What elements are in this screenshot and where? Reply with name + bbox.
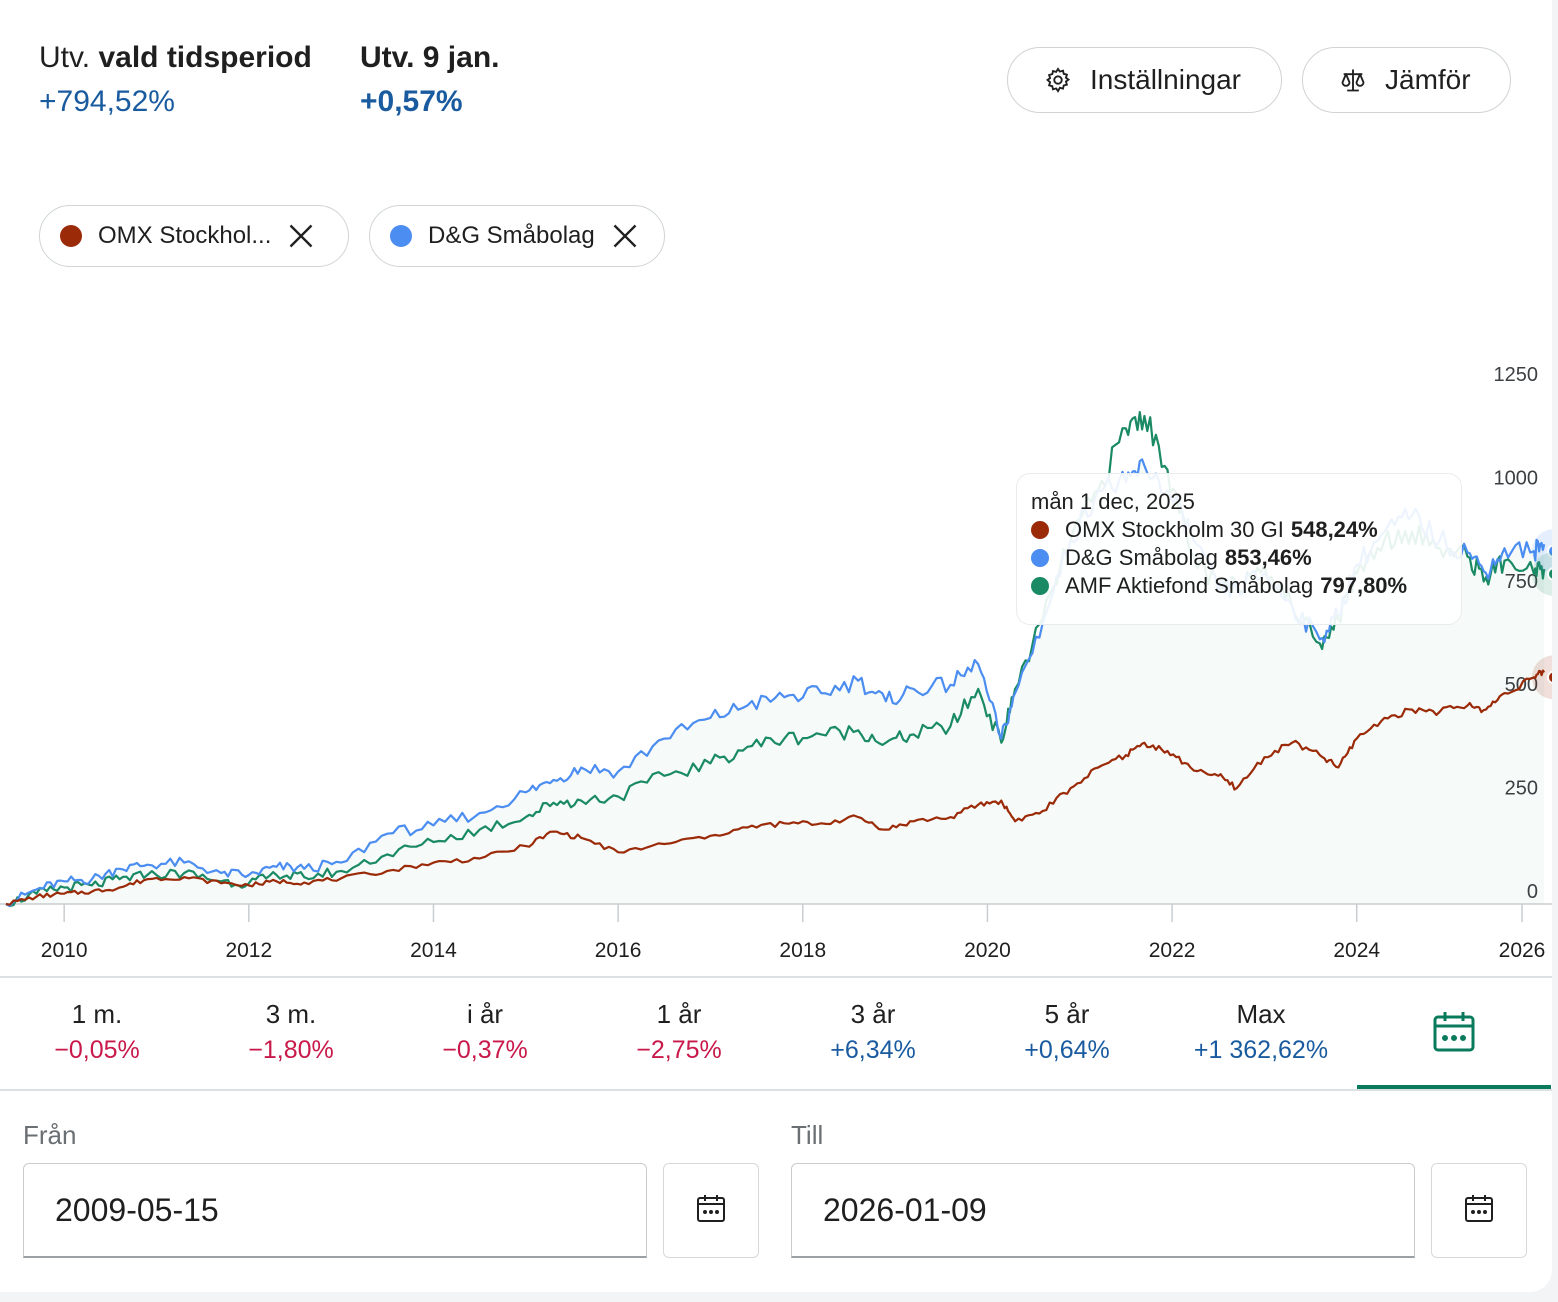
series-end-halo [1532, 552, 1552, 596]
gear-icon [1044, 66, 1072, 94]
chip-dg-smabolag: D&G Småbolag [369, 205, 665, 267]
x-tick-label: 2024 [1333, 939, 1380, 962]
series-end-marker[interactable] [1546, 567, 1552, 581]
x-tick-label: 2014 [410, 939, 457, 962]
y-tick-label: 1000 [1494, 467, 1539, 489]
tooltip-series-name: D&G Småbolag [1065, 545, 1218, 570]
period-1m[interactable]: 1 m. −0,05% [0, 978, 194, 1088]
period-value: +1 362,62% [1193, 1036, 1329, 1064]
day-change-label: Utv. 9 jan. [360, 41, 500, 74]
period-value: −0,05% [54, 1036, 140, 1064]
period-ytd[interactable]: i år −0,37% [388, 978, 582, 1088]
calendar-icon [695, 1192, 727, 1229]
day-change-stat: Utv. 9 jan. +0,57% [360, 40, 499, 120]
tooltip-row-omx: OMX Stockholm 30 GI 548,24% [1031, 516, 1447, 544]
period-label: 3 m. [265, 999, 317, 1029]
active-period-indicator [1357, 1085, 1551, 1089]
to-label: Till [791, 1120, 824, 1150]
period-max[interactable]: Max +1 362,62% [1164, 978, 1358, 1088]
tooltip-date: mån 1 dec, 2025 [1031, 489, 1195, 514]
period-value: −0,37% [442, 1036, 528, 1064]
period-change-label: Utv. vald tidsperiod [39, 41, 312, 74]
period-value: −2,75% [636, 1036, 722, 1064]
day-change-value: +0,57% [360, 85, 463, 118]
series-color-dot [390, 225, 412, 247]
period-3y[interactable]: 3 år +6,34% [776, 978, 970, 1088]
tooltip-row-dg: D&G Småbolag 853,46% [1031, 544, 1447, 572]
x-tick-label: 2016 [595, 939, 642, 962]
tooltip-row-amf: AMF Aktiefond Småbolag 797,80% [1031, 572, 1447, 600]
tooltip-series-name: OMX Stockholm 30 GI [1065, 517, 1284, 542]
x-tick-label: 2022 [1149, 939, 1196, 962]
series-color-dot [1031, 521, 1049, 539]
series-color-dot [60, 225, 82, 247]
calendar-icon [1430, 1008, 1478, 1061]
y-tick-label: 750 [1505, 571, 1538, 593]
y-tick-label: 0 [1527, 881, 1538, 903]
period-value: −1,80% [248, 1036, 334, 1064]
series-line-0[interactable] [5, 669, 1546, 906]
period-1y[interactable]: 1 år −2,75% [582, 978, 776, 1088]
period-label: 1 år [656, 999, 702, 1029]
series-end-marker[interactable] [1546, 670, 1552, 685]
period-3m[interactable]: 3 m. −1,80% [194, 978, 388, 1088]
period-change-stat: Utv. vald tidsperiod +794,52% [39, 40, 312, 120]
tooltip-series-value: 548,24% [1290, 517, 1378, 542]
close-icon[interactable] [611, 222, 639, 250]
period-label: 1 m. [71, 999, 123, 1029]
tooltip-series-name: AMF Aktiefond Småbolag [1065, 573, 1314, 598]
series-end-halo [1532, 655, 1552, 700]
period-value: +6,34% [830, 1036, 916, 1064]
series-color-dot [1031, 577, 1049, 595]
period-label: Max [1236, 999, 1286, 1029]
series-color-dot [1031, 549, 1049, 567]
period-selector: 1 m. −0,05% 3 m. −1,80% i år −0,37% 1 år… [0, 978, 1552, 1088]
close-icon[interactable] [287, 222, 315, 250]
compare-button[interactable]: Jämför [1302, 47, 1511, 113]
x-tick-label: 2020 [964, 939, 1011, 962]
x-tick-label: 2012 [225, 939, 272, 962]
period-label: 5 år [1044, 999, 1090, 1029]
from-calendar-button[interactable] [663, 1163, 759, 1258]
series-end-halo [1532, 529, 1552, 574]
compare-button-label: Jämför [1385, 64, 1471, 95]
series-end-marker[interactable] [1546, 544, 1552, 558]
y-tick-label: 1250 [1494, 364, 1539, 386]
from-label: Från [23, 1120, 77, 1150]
divider [0, 976, 1552, 978]
divider [0, 1089, 1552, 1091]
chip-omx: OMX Stockhol... [39, 205, 349, 267]
period-label: i år [466, 999, 504, 1029]
period-value: +0,64% [1024, 1036, 1110, 1064]
period-label: 3 år [850, 999, 896, 1029]
period-change-value: +794,52% [39, 85, 175, 118]
x-tick-label: 2026 [1499, 939, 1546, 962]
scale-icon [1339, 66, 1367, 94]
settings-button[interactable]: Inställningar [1007, 47, 1282, 113]
to-calendar-button[interactable] [1431, 1163, 1527, 1258]
x-tick-label: 2010 [41, 939, 88, 962]
chart-tooltip: mån 1 dec, 2025 OMX Stockholm 30 GI 548,2… [1016, 473, 1462, 625]
tooltip-series-value: 797,80% [1320, 573, 1408, 598]
y-tick-label: 250 [1505, 778, 1538, 800]
period-custom-calendar[interactable] [1357, 978, 1551, 1088]
period-5y[interactable]: 5 år +0,64% [970, 978, 1164, 1088]
to-date-input[interactable]: 2026-01-09 [791, 1163, 1415, 1258]
from-date-input[interactable]: 2009-05-15 [23, 1163, 647, 1258]
chip-label: OMX Stockhol... [98, 222, 272, 249]
settings-button-label: Inställningar [1090, 64, 1241, 95]
x-tick-label: 2018 [779, 939, 826, 962]
tooltip-series-value: 853,46% [1224, 545, 1312, 570]
chip-label: D&G Småbolag [428, 222, 595, 249]
calendar-icon [1463, 1192, 1495, 1229]
